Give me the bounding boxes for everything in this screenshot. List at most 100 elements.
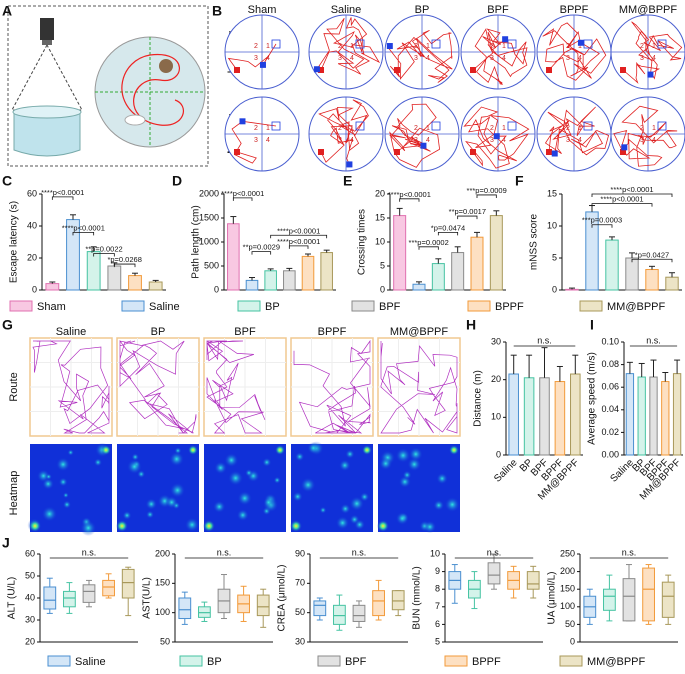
significance-label: ****p<0.0001 [277,226,320,235]
route-path [293,339,372,434]
y-axis-label: Crossing times [357,209,368,275]
panel-label: A [2,3,12,19]
heat-spot [228,470,244,486]
quadrant-number: 4 [502,55,506,62]
legend-swatch [351,300,375,312]
column-label: BPF [487,4,509,16]
heat-spot [335,516,350,530]
heat-spot [62,492,69,499]
heat-spot [245,469,253,477]
quadrant-number: 4 [502,137,506,144]
quadrant-number: 4 [266,137,270,144]
quadrant-number: 1 [266,43,270,50]
heat-spot [236,509,249,522]
significance-label: *p=0.0427 [635,250,669,259]
column-label: MM@BPPF [619,4,678,16]
heat-spot [275,445,285,455]
heat-spot [213,500,226,513]
y-tick-label: 15 [375,212,385,222]
heat-spot [423,520,437,534]
route-path [380,341,458,434]
significance-label: ****p<0.0001 [277,237,320,246]
y-tick-label: 150 [155,578,170,588]
y-tick-label: 40 [27,220,37,230]
quadrant-number: 2 [640,125,644,132]
panel-label: E [343,173,352,189]
heat-spot [101,445,111,455]
quadrant-number: 2 [490,125,494,132]
quadrant-number: 2 [254,43,258,50]
heat-spot [377,520,389,532]
y-tick-label: 20 [27,252,37,262]
y-axis-label: UA (μmol/L) [547,572,558,625]
quadrant-number: 1 [578,125,582,132]
bar [301,255,315,291]
y-axis-label: BUN (mmol/L) [412,566,423,629]
y-tick-label: 1500 [199,212,219,222]
y-tick-label: 50 [295,607,305,617]
swim-path [613,105,678,167]
box [178,597,192,620]
legend-label: Saline [75,656,106,668]
box [526,571,540,590]
bar [412,283,426,291]
route-path [32,340,110,434]
significance-label: n.s. [537,335,552,345]
y-tick-label: 2000 [199,188,219,198]
panel-label: B [212,3,222,19]
box [102,579,115,597]
box [43,586,57,610]
bar [431,263,445,291]
y-tick-label: 8 [435,584,440,594]
significance-label: ****p<0.0001 [221,189,264,198]
swim-path [544,106,610,156]
platform [271,39,281,49]
heat-spot [56,457,71,472]
significance-label: *p=0.0474 [431,223,465,232]
significance-label: ****p<0.0001 [610,185,653,194]
significance-label: n.s. [622,547,637,557]
swim-path [622,21,683,84]
platform [355,121,365,131]
legend-label: BPPF [472,656,501,668]
bar [128,275,142,291]
y-tick-label: 10 [375,236,385,246]
bar [625,373,635,456]
quadrant-number: 4 [426,137,430,144]
heat-spot [126,459,142,475]
start-marker [470,149,476,155]
heat-spot [203,520,215,532]
start-marker [394,67,400,73]
panel-label: F [515,173,524,189]
significance-bracket [418,246,439,250]
quadrant-number: 3 [338,137,342,144]
start-marker [620,149,626,155]
bar [672,373,682,456]
heat-spot [262,457,272,467]
quadrant-number: 1 [426,43,430,50]
quadrant-number: 3 [490,137,494,144]
significance-bracket [591,193,673,197]
significance-bracket [232,197,253,201]
quadrant-number: 1 [502,125,506,132]
bar [565,288,579,291]
y-axis-label: Escape latency (s) [9,201,20,283]
box [121,568,135,599]
end-marker [577,39,584,46]
quadrant-number: 3 [254,55,258,62]
row-label: Route [8,372,20,401]
start-marker [234,67,240,73]
bar [451,252,465,291]
quadrant-number: 2 [338,43,342,50]
significance-label: n.s. [487,547,502,557]
y-tick-label: 90 [295,548,305,558]
significance-bracket [113,263,136,268]
legend-label: BPPF [495,301,524,313]
y-tick-label: 250 [560,548,575,558]
y-tick-label: 100 [155,607,170,617]
heat-spot [338,459,351,472]
bar [148,281,163,291]
water-maze-illustration [7,5,209,167]
box [352,604,366,622]
